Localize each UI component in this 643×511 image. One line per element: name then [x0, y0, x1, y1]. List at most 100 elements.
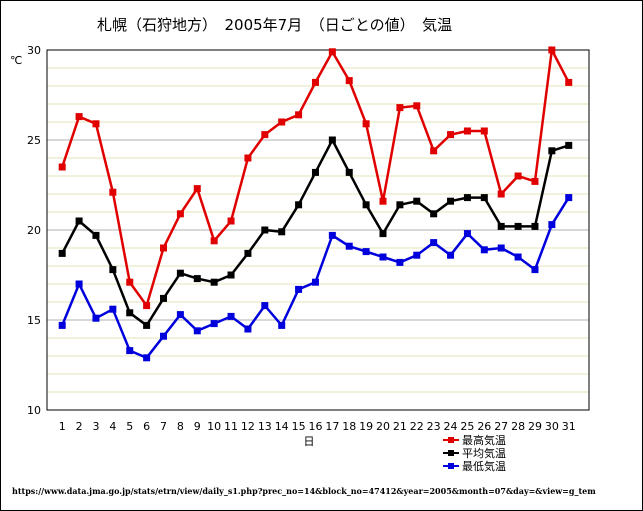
data-point: [193, 327, 201, 335]
data-point: [311, 278, 319, 286]
data-point: [548, 46, 556, 54]
x-tick-label: 19: [359, 420, 373, 433]
data-point: [244, 325, 252, 333]
data-point: [92, 120, 100, 128]
data-point: [278, 228, 286, 236]
data-point: [514, 222, 522, 230]
x-tick-label: 10: [207, 420, 221, 433]
x-tick-label: 16: [308, 420, 322, 433]
data-point: [396, 201, 404, 209]
legend-marker: [448, 463, 454, 469]
legend-label: 平均気温: [462, 446, 506, 460]
data-point: [295, 285, 303, 293]
data-point: [109, 305, 117, 313]
x-tick-label: 14: [275, 420, 289, 433]
data-point: [227, 312, 235, 320]
plot-border: [46, 49, 590, 411]
data-point: [531, 266, 539, 274]
data-point: [362, 248, 370, 256]
data-point: [413, 197, 421, 205]
x-tick-label: 26: [477, 420, 491, 433]
x-axis-label: 日: [304, 435, 315, 448]
x-tick-label: 21: [393, 420, 407, 433]
source-url: https://www.data.jma.go.jp/stats/etrn/vi…: [12, 486, 596, 496]
series-2: [58, 136, 573, 329]
series-1: [58, 45, 573, 310]
data-point: [143, 321, 151, 329]
x-tick-label: 15: [292, 420, 306, 433]
data-point: [261, 302, 269, 310]
data-point: [58, 249, 66, 257]
legend-marker: [448, 450, 454, 456]
x-tick-label: 4: [109, 420, 116, 433]
data-point: [565, 194, 573, 202]
data-point: [176, 311, 184, 319]
x-tick-label: 1: [59, 420, 66, 433]
data-point: [58, 163, 66, 171]
data-point: [143, 302, 151, 310]
data-point: [480, 194, 488, 202]
chart-title: 札幌（石狩地方） 2005年7月 （日ごとの値） 気温: [97, 16, 452, 34]
data-point: [328, 231, 336, 239]
data-point: [193, 275, 201, 283]
data-point: [227, 271, 235, 279]
data-point: [497, 190, 505, 198]
data-point: [311, 168, 319, 176]
data-point: [176, 269, 184, 277]
data-point: [379, 253, 387, 261]
data-point: [565, 141, 573, 149]
x-tick-label: 22: [410, 420, 424, 433]
data-point: [126, 347, 134, 355]
data-point: [531, 222, 539, 230]
data-point: [447, 251, 455, 259]
data-point: [92, 314, 100, 322]
data-point: [362, 120, 370, 128]
data-point: [379, 197, 387, 205]
x-tick-label: 18: [342, 420, 356, 433]
data-point: [160, 244, 168, 252]
y-axis-unit-label: ℃: [10, 54, 22, 67]
data-point: [227, 217, 235, 225]
data-point: [160, 332, 168, 340]
data-point: [109, 266, 117, 274]
data-point: [514, 253, 522, 261]
data-point: [362, 201, 370, 209]
data-point: [514, 172, 522, 180]
x-tick-label: 29: [528, 420, 542, 433]
data-point: [565, 78, 573, 86]
data-point: [295, 201, 303, 209]
data-point: [345, 77, 353, 85]
data-point: [261, 226, 269, 234]
data-point: [396, 104, 404, 112]
data-point: [430, 147, 438, 155]
data-point: [548, 147, 556, 155]
data-point: [379, 230, 387, 238]
series-line: [61, 45, 570, 309]
x-tick-label: 12: [241, 420, 255, 433]
x-tick-label: 3: [92, 420, 99, 433]
x-tick-label: 28: [511, 420, 525, 433]
data-point: [447, 197, 455, 205]
legend-item: 最低気温: [443, 459, 506, 473]
x-tick-label: 25: [460, 420, 474, 433]
legend-item: 平均気温: [443, 446, 506, 460]
x-tick-label: 20: [376, 420, 390, 433]
data-point: [210, 237, 218, 245]
data-point: [176, 210, 184, 218]
x-tick-label: 7: [160, 420, 167, 433]
data-point: [75, 113, 83, 121]
series-line: [61, 137, 570, 328]
y-tick-label: 10: [27, 404, 41, 417]
data-point: [430, 239, 438, 247]
data-point: [480, 127, 488, 135]
y-tick-label: 30: [27, 44, 41, 57]
data-point: [463, 230, 471, 238]
x-tick-label: 17: [325, 420, 339, 433]
data-point: [295, 111, 303, 119]
data-point: [126, 278, 134, 286]
data-point: [497, 244, 505, 252]
x-tick-label: 5: [126, 420, 133, 433]
data-point: [531, 177, 539, 185]
